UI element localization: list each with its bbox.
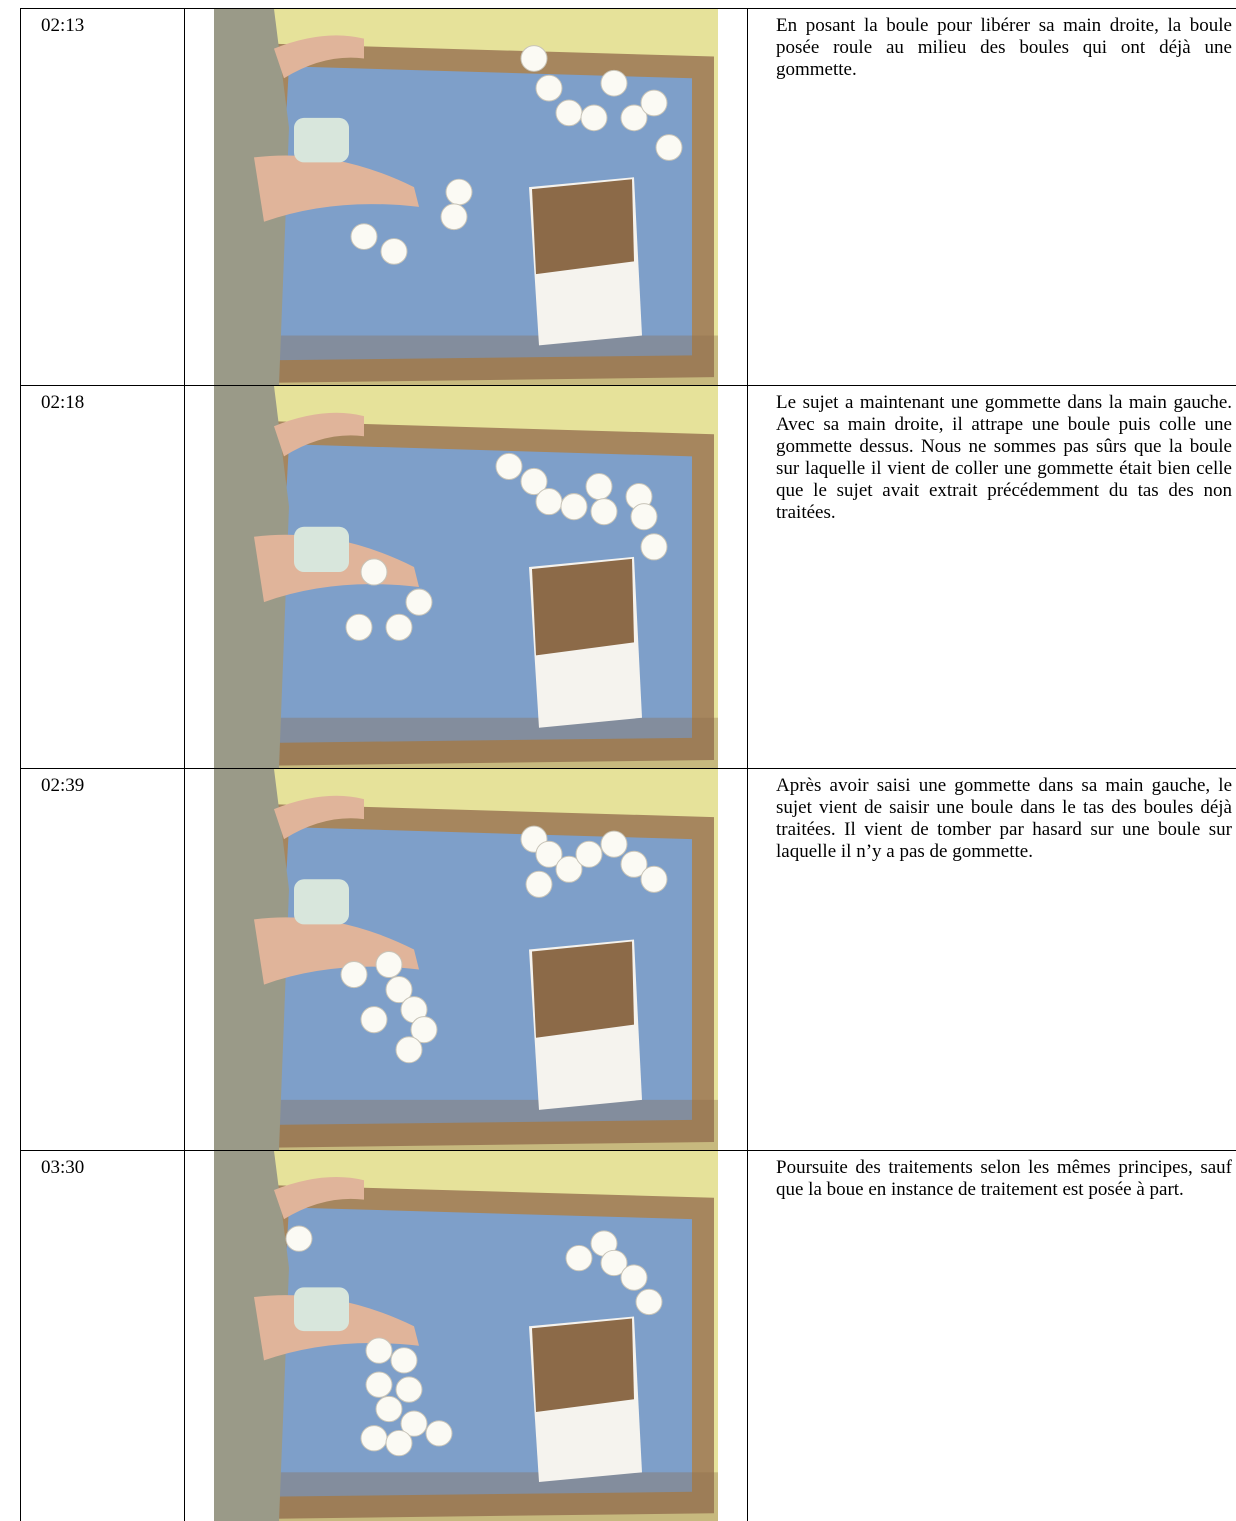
ball bbox=[630, 503, 658, 531]
ball bbox=[620, 850, 648, 878]
sticker-sheet bbox=[294, 1287, 349, 1332]
ball bbox=[400, 1410, 428, 1437]
table-row: 02:39 Après avoir saisi une gommette dans… bbox=[20, 768, 1236, 1150]
ball bbox=[620, 104, 648, 132]
shadow bbox=[214, 335, 718, 385]
ball bbox=[375, 950, 403, 979]
ball bbox=[535, 74, 563, 102]
table-row: 02:13 En posant la boule pour libérer sa … bbox=[20, 8, 1236, 385]
shirt bbox=[214, 9, 289, 385]
ball bbox=[600, 69, 628, 97]
description: Après avoir saisi une gommette dans sa m… bbox=[776, 775, 1232, 862]
photo-cell bbox=[185, 386, 748, 768]
shirt bbox=[214, 1151, 289, 1521]
ball bbox=[520, 45, 548, 72]
timestamp: 02:39 bbox=[20, 769, 185, 1150]
ball bbox=[360, 1425, 388, 1452]
ball bbox=[440, 203, 468, 231]
ball bbox=[360, 1006, 388, 1034]
ball bbox=[580, 104, 608, 132]
ball bbox=[575, 840, 603, 868]
ball bbox=[360, 558, 388, 586]
ball bbox=[390, 1347, 418, 1374]
shirt bbox=[214, 386, 289, 768]
ball bbox=[640, 533, 668, 561]
ball bbox=[385, 1429, 413, 1457]
ball bbox=[585, 472, 613, 501]
description: En posant la boule pour libérer sa main … bbox=[776, 15, 1232, 80]
ball bbox=[425, 1420, 453, 1447]
description: Poursuite des traitements selon les même… bbox=[776, 1157, 1232, 1200]
timestamp: 03:30 bbox=[20, 1151, 185, 1521]
photo-cell bbox=[185, 1151, 748, 1521]
arm bbox=[254, 917, 419, 985]
photo bbox=[214, 9, 718, 385]
ball bbox=[405, 588, 433, 616]
box-inside bbox=[532, 558, 634, 656]
ball bbox=[380, 238, 408, 265]
sticker-sheet bbox=[294, 526, 349, 572]
ball bbox=[635, 1288, 663, 1316]
ball bbox=[385, 613, 413, 641]
ball bbox=[365, 1371, 393, 1398]
ball bbox=[590, 498, 618, 526]
ball bbox=[520, 467, 548, 496]
box-inside bbox=[532, 1318, 634, 1412]
ball bbox=[600, 830, 628, 858]
description: Le sujet a maintenant une gommette dans … bbox=[776, 392, 1232, 523]
ball bbox=[395, 1376, 423, 1403]
ball bbox=[655, 134, 683, 161]
ball bbox=[395, 1036, 423, 1064]
shadow bbox=[214, 1472, 718, 1521]
timestamp: 02:13 bbox=[20, 9, 185, 385]
box-inside bbox=[532, 179, 634, 275]
ball bbox=[495, 452, 523, 480]
table-row: 02:18 Le sujet a maintenant une gommette … bbox=[20, 385, 1236, 768]
ball bbox=[640, 89, 668, 117]
ball bbox=[565, 1244, 593, 1272]
sticker-sheet bbox=[294, 117, 349, 163]
ball bbox=[385, 976, 413, 1004]
sticker-sheet bbox=[294, 879, 349, 925]
ball bbox=[445, 178, 473, 206]
ball bbox=[600, 1249, 628, 1277]
ball bbox=[410, 1016, 438, 1044]
table-row: 03:30 Poursuite des traitements selon les… bbox=[20, 1150, 1236, 1521]
photo-cell bbox=[185, 769, 748, 1150]
ball bbox=[640, 865, 668, 893]
shadow bbox=[214, 1099, 718, 1150]
photo bbox=[214, 386, 718, 768]
ball bbox=[525, 870, 553, 898]
arm bbox=[254, 155, 419, 222]
ball bbox=[345, 613, 373, 641]
ball bbox=[535, 840, 563, 868]
arm bbox=[274, 795, 364, 840]
ball bbox=[535, 488, 563, 516]
photo-cell bbox=[185, 9, 748, 385]
ball bbox=[375, 1395, 403, 1423]
timestamp: 02:18 bbox=[20, 386, 185, 768]
box-inside bbox=[532, 941, 634, 1038]
photo bbox=[214, 1151, 718, 1521]
shirt bbox=[214, 769, 289, 1150]
ball bbox=[285, 1225, 313, 1252]
ball bbox=[560, 493, 588, 521]
ball bbox=[555, 99, 583, 127]
ball bbox=[620, 1264, 648, 1291]
ball bbox=[555, 855, 583, 883]
photo bbox=[214, 769, 718, 1150]
arm bbox=[274, 35, 364, 79]
shadow bbox=[214, 717, 718, 768]
arm bbox=[274, 1176, 364, 1220]
ball bbox=[340, 961, 368, 989]
arm bbox=[274, 412, 364, 457]
ball bbox=[365, 1337, 393, 1364]
ball bbox=[350, 223, 378, 250]
